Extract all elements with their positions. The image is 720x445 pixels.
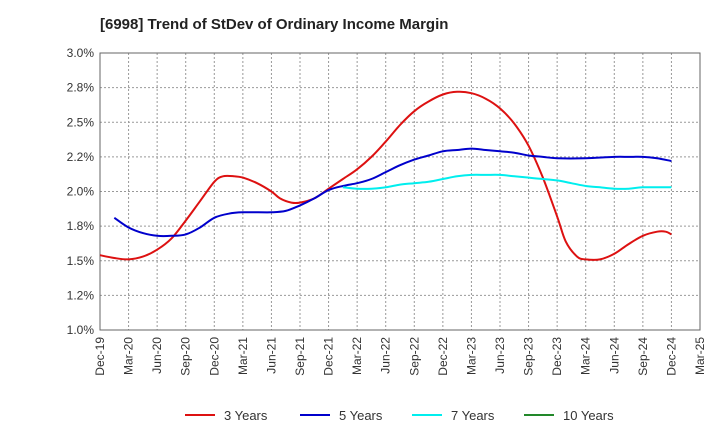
y-tick-label: 2.2%	[67, 150, 95, 164]
x-tick-label: Jun-21	[264, 337, 278, 374]
x-tick-label: Mar-23	[464, 337, 478, 375]
y-tick-label: 2.5%	[67, 115, 95, 129]
x-tick-label: Dec-19	[93, 337, 107, 376]
y-tick-label: 2.0%	[67, 185, 95, 199]
x-tick-label: Sep-20	[179, 337, 193, 376]
x-tick-label: Sep-24	[636, 337, 650, 376]
series-line-3-years	[99, 90, 672, 261]
x-tick-label: Dec-24	[664, 337, 678, 376]
x-tick-label: Dec-23	[550, 337, 564, 376]
x-tick-label: Mar-22	[350, 337, 364, 375]
x-tick-label: Jun-24	[607, 337, 621, 374]
x-tick-label: Dec-22	[436, 337, 450, 376]
plot-frame	[99, 52, 701, 331]
x-tick-label: Mar-24	[579, 337, 593, 375]
x-tick-label: Sep-22	[407, 337, 421, 376]
legend-label-5-years: 5 Years	[339, 408, 383, 423]
legend-label-3-years: 3 Years	[224, 408, 268, 423]
x-tick-label: Mar-21	[236, 337, 250, 375]
y-tick-label: 1.8%	[67, 219, 95, 233]
y-tick-label: 1.5%	[67, 254, 95, 268]
x-tick-label: Sep-23	[522, 337, 536, 376]
series-line-7-years	[342, 173, 672, 190]
x-tick-label: Dec-21	[322, 337, 336, 376]
y-tick-label: 1.2%	[67, 288, 95, 302]
x-tick-label: Sep-21	[293, 337, 307, 376]
x-tick-label: Mar-20	[122, 337, 136, 375]
x-tick-label: Jun-23	[493, 337, 507, 374]
x-tick-label: Mar-25	[693, 337, 707, 375]
y-tick-label: 1.0%	[67, 323, 95, 337]
y-tick-label: 3.0%	[67, 46, 95, 60]
legend-label-7-years: 7 Years	[451, 408, 495, 423]
legend-label-10-years: 10 Years	[563, 408, 614, 423]
chart-title: [6998] Trend of StDev of Ordinary Income…	[100, 16, 449, 33]
x-tick-label: Jun-20	[150, 337, 164, 374]
series-line-5-years	[113, 147, 672, 238]
y-tick-label: 2.8%	[67, 81, 95, 95]
x-tick-label: Jun-22	[379, 337, 393, 374]
x-tick-label: Dec-20	[207, 337, 221, 376]
